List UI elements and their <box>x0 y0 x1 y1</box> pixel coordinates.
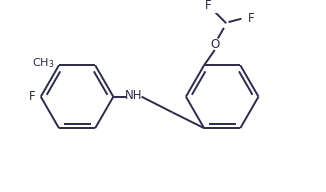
Text: CH$_3$: CH$_3$ <box>32 56 54 70</box>
Text: O: O <box>210 38 219 51</box>
Text: F: F <box>248 12 255 25</box>
Text: NH: NH <box>125 89 142 102</box>
Text: F: F <box>29 90 36 103</box>
Text: F: F <box>205 0 212 12</box>
